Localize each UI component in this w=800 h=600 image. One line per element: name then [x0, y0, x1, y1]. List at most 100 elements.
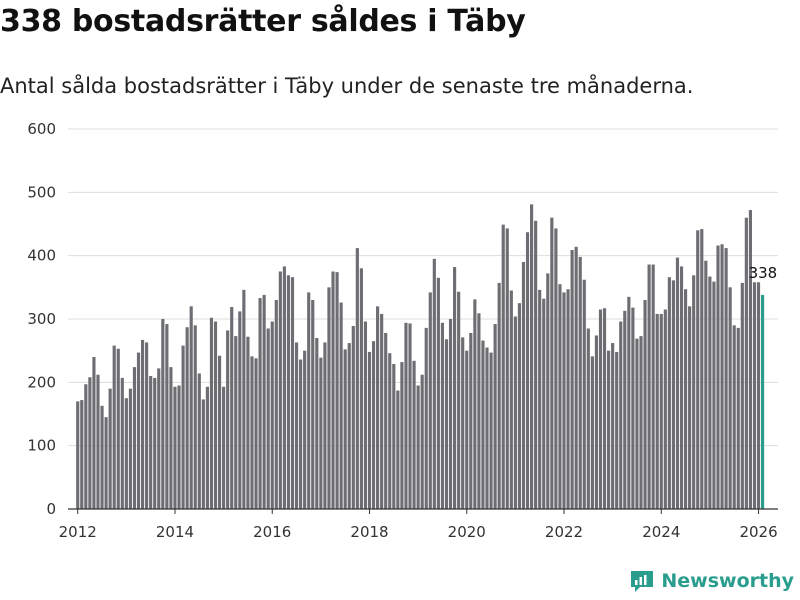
bar [651, 264, 655, 509]
bar [590, 356, 594, 509]
bar [566, 289, 570, 509]
bar [428, 292, 432, 509]
bar [290, 277, 295, 509]
bar [165, 324, 169, 509]
bar [736, 327, 740, 509]
bar [108, 388, 112, 509]
bar [278, 271, 282, 509]
bar [246, 336, 250, 509]
bar [643, 300, 647, 509]
bar [88, 377, 92, 509]
bar [598, 309, 603, 509]
bar [497, 282, 501, 509]
bar [331, 271, 335, 509]
bar [663, 309, 667, 509]
bar [254, 358, 258, 509]
bar [335, 272, 339, 509]
bar [396, 390, 400, 509]
bar [367, 351, 372, 509]
bar [611, 343, 615, 509]
newsworthy-logo-icon [631, 571, 654, 592]
bar [570, 249, 574, 509]
bar [655, 313, 659, 509]
x-tick-label: 2012 [59, 523, 97, 541]
bar [84, 384, 88, 509]
bar [659, 313, 663, 509]
bar [534, 220, 538, 509]
y-tick-label: 300 [27, 310, 56, 328]
chart-title: 338 bostadsrätter såldes i Täby [0, 4, 526, 39]
bar [525, 232, 530, 509]
bar [627, 296, 631, 509]
bar [343, 349, 347, 509]
bar [124, 398, 128, 509]
bar [619, 321, 623, 509]
bar [384, 332, 388, 509]
bar [432, 258, 436, 509]
bar [307, 292, 311, 509]
bar [149, 376, 153, 509]
bar [720, 244, 724, 509]
bar [153, 377, 157, 509]
bar [323, 342, 327, 509]
bar-highlight [760, 294, 765, 509]
bar [748, 210, 752, 509]
bar [728, 287, 732, 509]
y-tick-label: 0 [46, 500, 56, 518]
bar [262, 294, 266, 509]
bar [145, 342, 149, 509]
bar [315, 338, 319, 509]
bar [96, 374, 100, 509]
bar [493, 324, 497, 509]
bar [412, 360, 416, 509]
bar [675, 257, 680, 509]
bar [416, 385, 420, 509]
bar [530, 204, 534, 509]
bar [140, 339, 145, 509]
bar [457, 291, 461, 509]
bar [513, 316, 517, 509]
bar [509, 290, 513, 509]
bar [424, 327, 428, 509]
bar [197, 373, 201, 509]
bar [380, 313, 384, 509]
y-tick-label: 500 [27, 183, 56, 201]
bar [161, 319, 165, 509]
bar [558, 284, 562, 509]
bar [339, 302, 343, 509]
bar [684, 289, 688, 509]
y-tick-label: 100 [27, 437, 56, 455]
bar [201, 399, 205, 509]
x-tick-label: 2018 [350, 523, 388, 541]
bar [355, 248, 359, 509]
x-tick-label: 2022 [545, 523, 583, 541]
bar [586, 328, 590, 509]
bar [700, 229, 704, 509]
bar [266, 328, 270, 509]
bar [712, 281, 716, 509]
bar [578, 256, 582, 509]
bar [501, 224, 505, 509]
x-tick-label: 2014 [156, 523, 194, 541]
bar [388, 353, 392, 509]
bar [465, 350, 469, 509]
y-tick-label: 400 [27, 247, 56, 265]
bar [562, 292, 566, 509]
bar [582, 279, 586, 509]
bar [177, 385, 181, 509]
bar [116, 348, 120, 509]
x-tick-label: 2024 [642, 523, 680, 541]
bar [607, 350, 611, 509]
bar [303, 350, 307, 509]
bar [230, 306, 234, 509]
y-tick-label: 600 [27, 120, 56, 138]
bar [189, 306, 193, 509]
bar [128, 388, 132, 509]
bar [404, 322, 408, 509]
bar [299, 359, 303, 509]
bar [469, 332, 473, 509]
bar [270, 321, 274, 509]
newsworthy-brand[interactable]: Newsworthy [629, 568, 794, 594]
x-tick-label: 2016 [253, 523, 291, 541]
bar [708, 276, 712, 509]
